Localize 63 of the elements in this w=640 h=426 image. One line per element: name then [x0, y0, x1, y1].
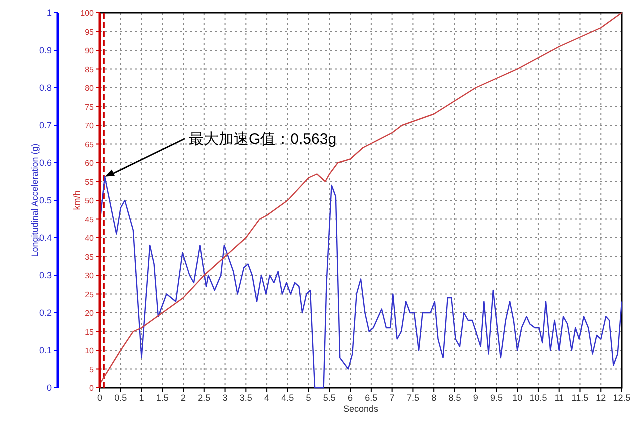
y2-tick-label: 80 [85, 84, 95, 93]
x-tick-label: 8.5 [448, 393, 462, 403]
y2-axis-title: km/h [72, 190, 82, 210]
y2-tick-label: 95 [85, 28, 95, 37]
x-tick-label: 0 [97, 393, 103, 403]
y2-tick-label: 15 [85, 328, 95, 337]
annotation: 最大加速G值：0.563g [189, 130, 337, 148]
y-tick-label: 0.4 [39, 233, 52, 243]
x-tick-label: 5.5 [323, 393, 336, 403]
x-tick-label: 2 [181, 393, 186, 403]
x-tick-label: 6 [348, 393, 354, 403]
y2-tick-label: 40 [85, 234, 95, 243]
line-series [99, 12, 623, 385]
y-axis-title: Longitudinal Acceleration (g) [30, 144, 40, 258]
y2-tick-label: 20 [85, 309, 95, 318]
y-tick-label: 0.7 [39, 120, 52, 130]
y-tick-label: 0.9 [39, 46, 52, 56]
x-tick-label: 0.5 [114, 393, 128, 403]
x-tick-label: 1.5 [156, 393, 169, 403]
y2-tick-label: 45 [85, 215, 95, 224]
x-tick-label: 12 [596, 393, 606, 403]
y-tick-label: 0.6 [39, 158, 52, 168]
x-tick-label: 1 [139, 393, 144, 403]
x-axis-title: Seconds [343, 404, 380, 414]
y2-tick-label: 50 [85, 196, 95, 206]
y2-tick-label: 10 [85, 346, 95, 356]
x-tick-label: 8 [432, 393, 437, 403]
y-tick-label: 0.1 [39, 346, 52, 356]
x-tick-label: 10 [512, 393, 523, 403]
y2-tick-label: 30 [85, 272, 95, 280]
x-tick-label: 3.5 [240, 393, 252, 403]
y2-tick-label: 90 [85, 46, 95, 56]
x-tick-label: 4 [264, 393, 270, 403]
x-tick-label: 11.5 [572, 393, 589, 403]
y2-tick-label: 55 [85, 178, 95, 187]
y2-tick-label: 75 [85, 102, 95, 112]
y2-tick-label: 35 [85, 252, 95, 262]
y-tick-label: 0.5 [39, 196, 52, 206]
y-tick-label: 0.2 [39, 308, 52, 318]
x-tick-label: 5 [306, 393, 312, 403]
x-tick-label: 12.5 [613, 393, 631, 403]
x-tick-label: 7 [390, 393, 395, 403]
y2-tick-label: 60 [85, 159, 95, 168]
x-tick-label: 6.5 [365, 393, 378, 403]
y-tick-label: 0 [46, 383, 52, 393]
x-tick-label: 9.5 [490, 393, 503, 403]
x-tick-label: 10.5 [530, 393, 548, 403]
x-tick-label: 7.5 [406, 393, 420, 403]
y2-tick-label: 65 [85, 140, 95, 150]
y2-tick-label: 5 [90, 365, 95, 374]
y-tick-label: 0.3 [39, 270, 52, 280]
x-tick-label: 3 [222, 393, 228, 403]
x-tick-label: 2.5 [198, 393, 211, 403]
y2-tick-label: 0 [90, 384, 95, 393]
y-tick-label: 0.8 [39, 83, 52, 93]
x-tick-label: 11 [554, 393, 564, 403]
x-tick-label: 4.5 [282, 393, 294, 403]
y2-tick-label: 70 [85, 122, 95, 130]
y2-tick-label: 25 [85, 290, 95, 300]
x-tick-label: 9 [473, 393, 478, 403]
y-tick-label: 1 [46, 8, 52, 18]
y2-tick-label: 85 [85, 65, 95, 74]
y2-tick-label: 100 [80, 9, 95, 18]
